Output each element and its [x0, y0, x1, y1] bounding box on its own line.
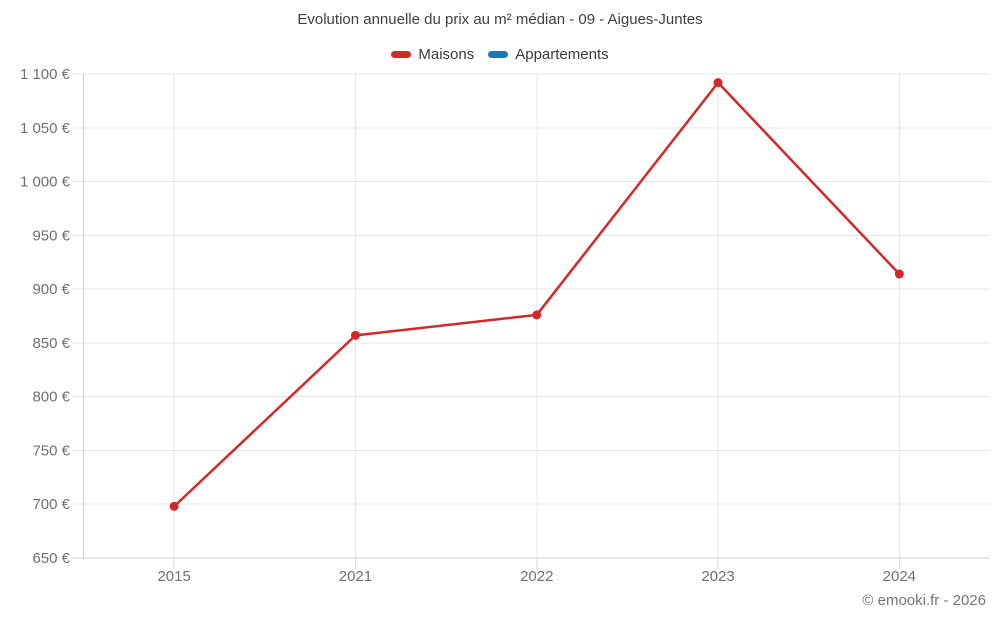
y-tick-label: 700 € [32, 496, 70, 513]
data-point-maisons[interactable] [350, 330, 360, 340]
y-tick-label: 1 050 € [20, 120, 71, 137]
x-tick-label: 2021 [339, 568, 372, 585]
data-point-maisons[interactable] [169, 501, 179, 511]
legend-item-maisons[interactable]: Maisons [391, 46, 474, 63]
maisons-color-swatch-icon [391, 51, 412, 58]
legend-label-maisons: Maisons [418, 46, 475, 63]
data-point-maisons[interactable] [532, 310, 542, 320]
x-tick-label: 2015 [157, 568, 190, 585]
footer-credit: © emooki.fr - 2026 [862, 592, 986, 609]
y-tick-label: 850 € [32, 335, 70, 352]
y-tick-label: 1 100 € [20, 66, 71, 83]
y-tick-label: 900 € [32, 281, 70, 298]
data-point-maisons[interactable] [713, 78, 723, 88]
legend-label-appartements: Appartements [515, 46, 609, 63]
y-tick-label: 800 € [32, 389, 70, 406]
y-tick-label: 650 € [32, 550, 70, 567]
x-tick-label: 2023 [701, 568, 734, 585]
legend-item-appartements[interactable]: Appartements [488, 46, 609, 63]
y-tick-label: 1 000 € [20, 174, 71, 191]
y-tick-label: 750 € [32, 442, 70, 459]
data-point-maisons[interactable] [894, 269, 904, 279]
x-tick-label: 2024 [883, 568, 916, 585]
appartements-color-swatch-icon [488, 51, 509, 58]
chart-title: Evolution annuelle du prix au m² médian … [297, 11, 703, 28]
y-tick-label: 950 € [32, 227, 70, 244]
x-tick-label: 2022 [520, 568, 553, 585]
legend: Maisons Appartements [0, 46, 1000, 63]
